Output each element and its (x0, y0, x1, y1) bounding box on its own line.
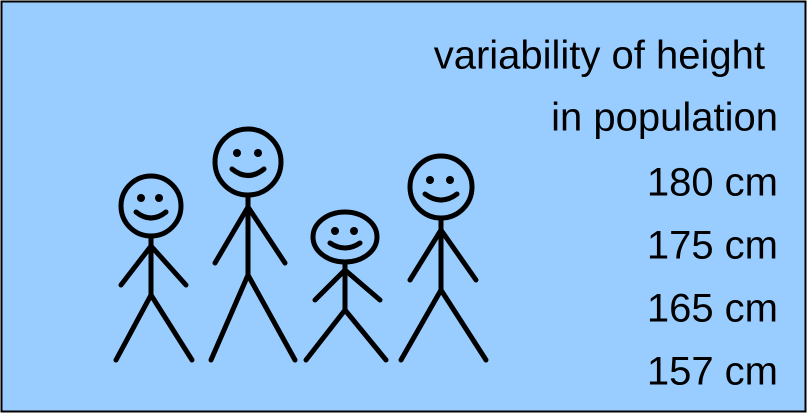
height-label: 165 cm (647, 287, 778, 331)
height-label: 180 cm (647, 161, 778, 205)
caption-line: variability of height (434, 34, 765, 78)
height-label: 175 cm (647, 224, 778, 268)
stick-figure (208, 126, 298, 363)
height-label: 157 cm (647, 350, 778, 394)
stick-figure (398, 153, 489, 363)
caption-line: in population (551, 96, 778, 140)
stick-figure (303, 209, 389, 363)
stick-figure (113, 173, 195, 363)
